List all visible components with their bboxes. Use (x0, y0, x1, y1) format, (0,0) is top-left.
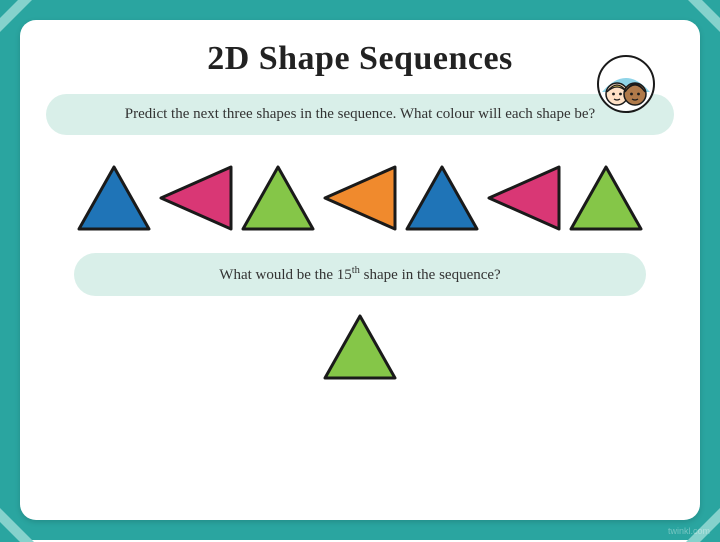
answer-row (20, 312, 700, 382)
triangle-up-icon (321, 312, 399, 382)
triangle-left-icon (157, 163, 235, 233)
question-prefix: What would be the 15 (219, 267, 351, 283)
watermark: twinkl.com (668, 526, 710, 536)
question-ordinal: th (352, 265, 360, 276)
sequence-row (20, 163, 700, 233)
content-panel: 2D Shape Sequences Predict the next thre… (20, 20, 700, 520)
triangle-up-icon (239, 163, 317, 233)
triangle-up-icon (567, 163, 645, 233)
slide-border: 2D Shape Sequences Predict the next thre… (0, 0, 720, 540)
triangle-left-icon (485, 163, 563, 233)
instruction-text: Predict the next three shapes in the seq… (46, 94, 674, 135)
question-suffix: shape in the sequence? (360, 267, 501, 283)
triangle-up-icon (75, 163, 153, 233)
question-text: What would be the 15th shape in the sequ… (74, 253, 646, 296)
triangle-left-icon (321, 163, 399, 233)
children-avatar-icon (596, 54, 656, 114)
triangle-up-icon (403, 163, 481, 233)
